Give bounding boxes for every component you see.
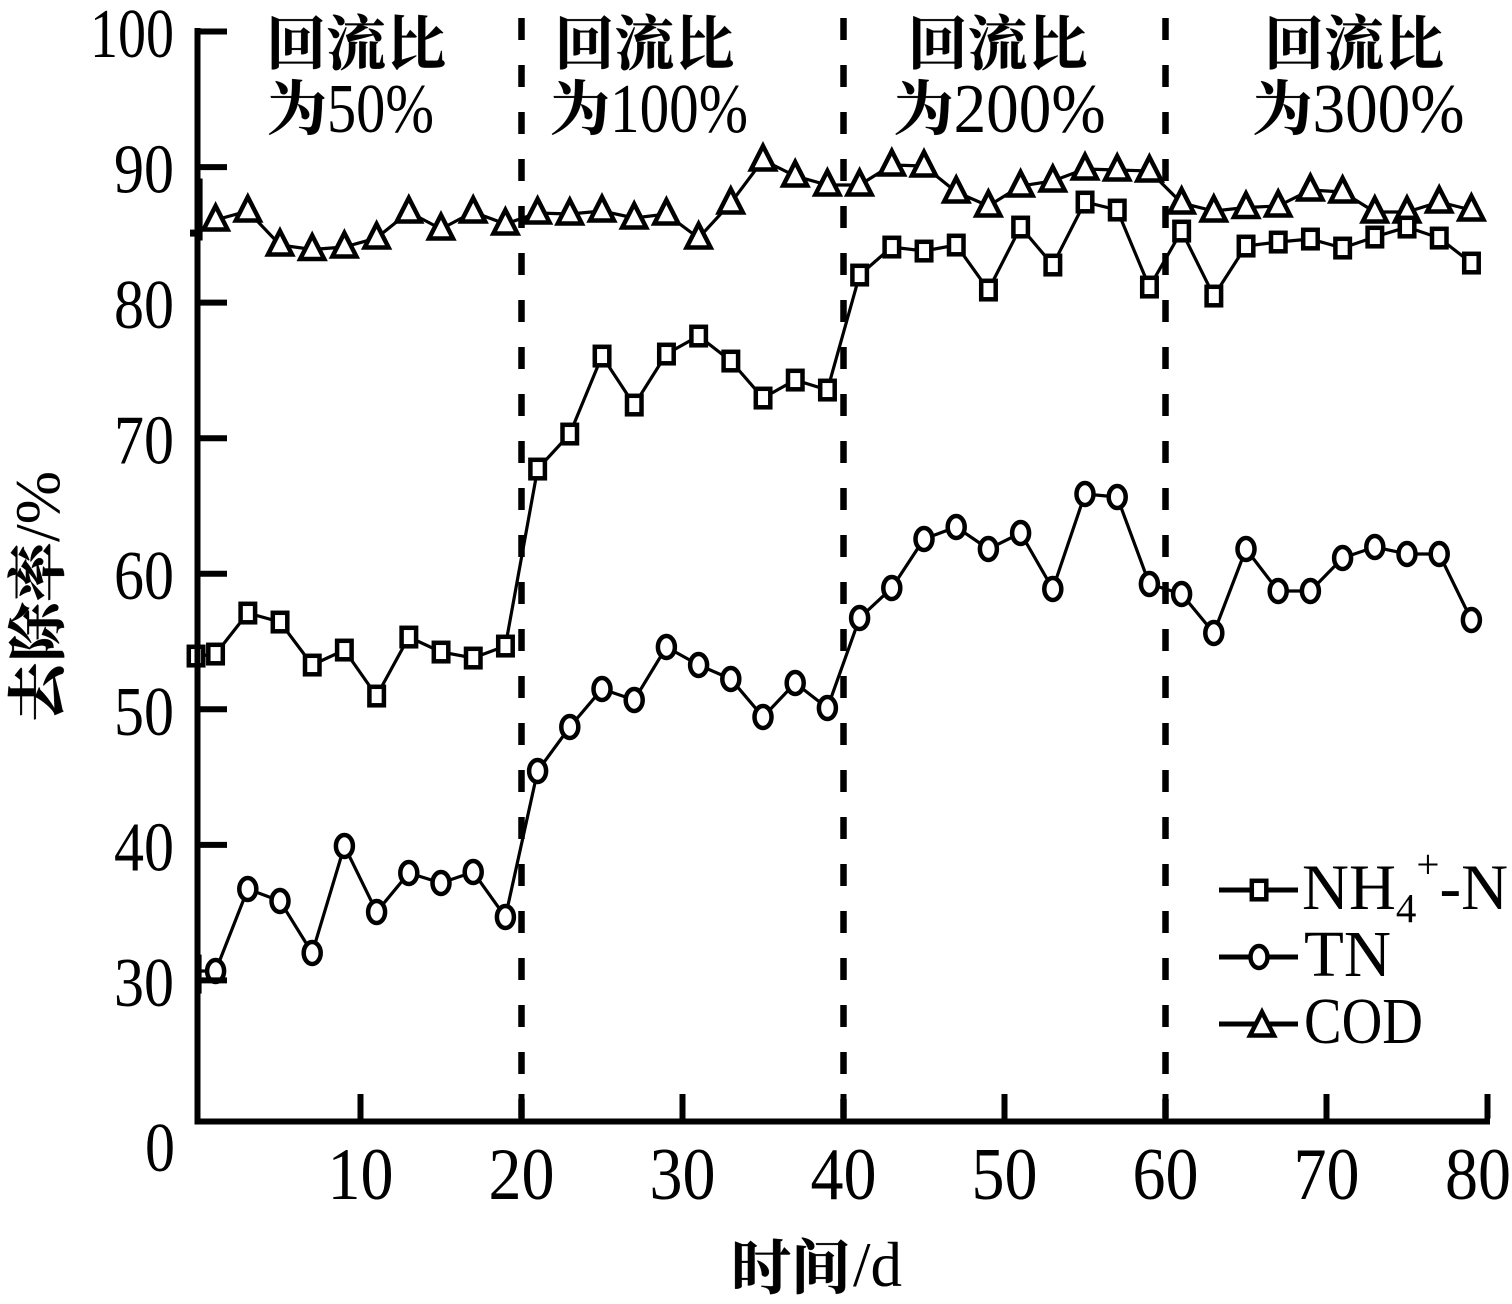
svg-text:70: 70 [114, 403, 174, 480]
svg-text:60: 60 [114, 538, 174, 615]
svg-text:30: 30 [650, 1134, 716, 1216]
svg-text:70: 70 [1294, 1134, 1360, 1216]
svg-text:50: 50 [114, 674, 174, 751]
svg-text:200%: 200% [954, 71, 1106, 148]
svg-text:80: 80 [1445, 1134, 1511, 1216]
svg-text:40: 40 [811, 1134, 877, 1216]
svg-text:100%: 100% [610, 71, 748, 148]
svg-text:COD: COD [1304, 985, 1423, 1058]
svg-text:20: 20 [489, 1134, 555, 1216]
svg-text:60: 60 [1133, 1134, 1199, 1216]
svg-text:40: 40 [114, 809, 174, 886]
svg-text:10: 10 [328, 1134, 394, 1216]
svg-text:90: 90 [114, 132, 174, 209]
svg-text:TN: TN [1304, 918, 1391, 991]
svg-text:100: 100 [90, 0, 174, 73]
svg-text:50: 50 [972, 1134, 1038, 1216]
svg-text:50%: 50% [327, 71, 434, 148]
svg-text:30: 30 [114, 945, 174, 1022]
svg-text:80: 80 [114, 267, 174, 344]
svg-text:/d: /d [853, 1230, 902, 1299]
svg-text:0: 0 [145, 1110, 175, 1187]
svg-text:/%: /% [2, 471, 73, 542]
svg-text:300%: 300% [1313, 71, 1465, 148]
